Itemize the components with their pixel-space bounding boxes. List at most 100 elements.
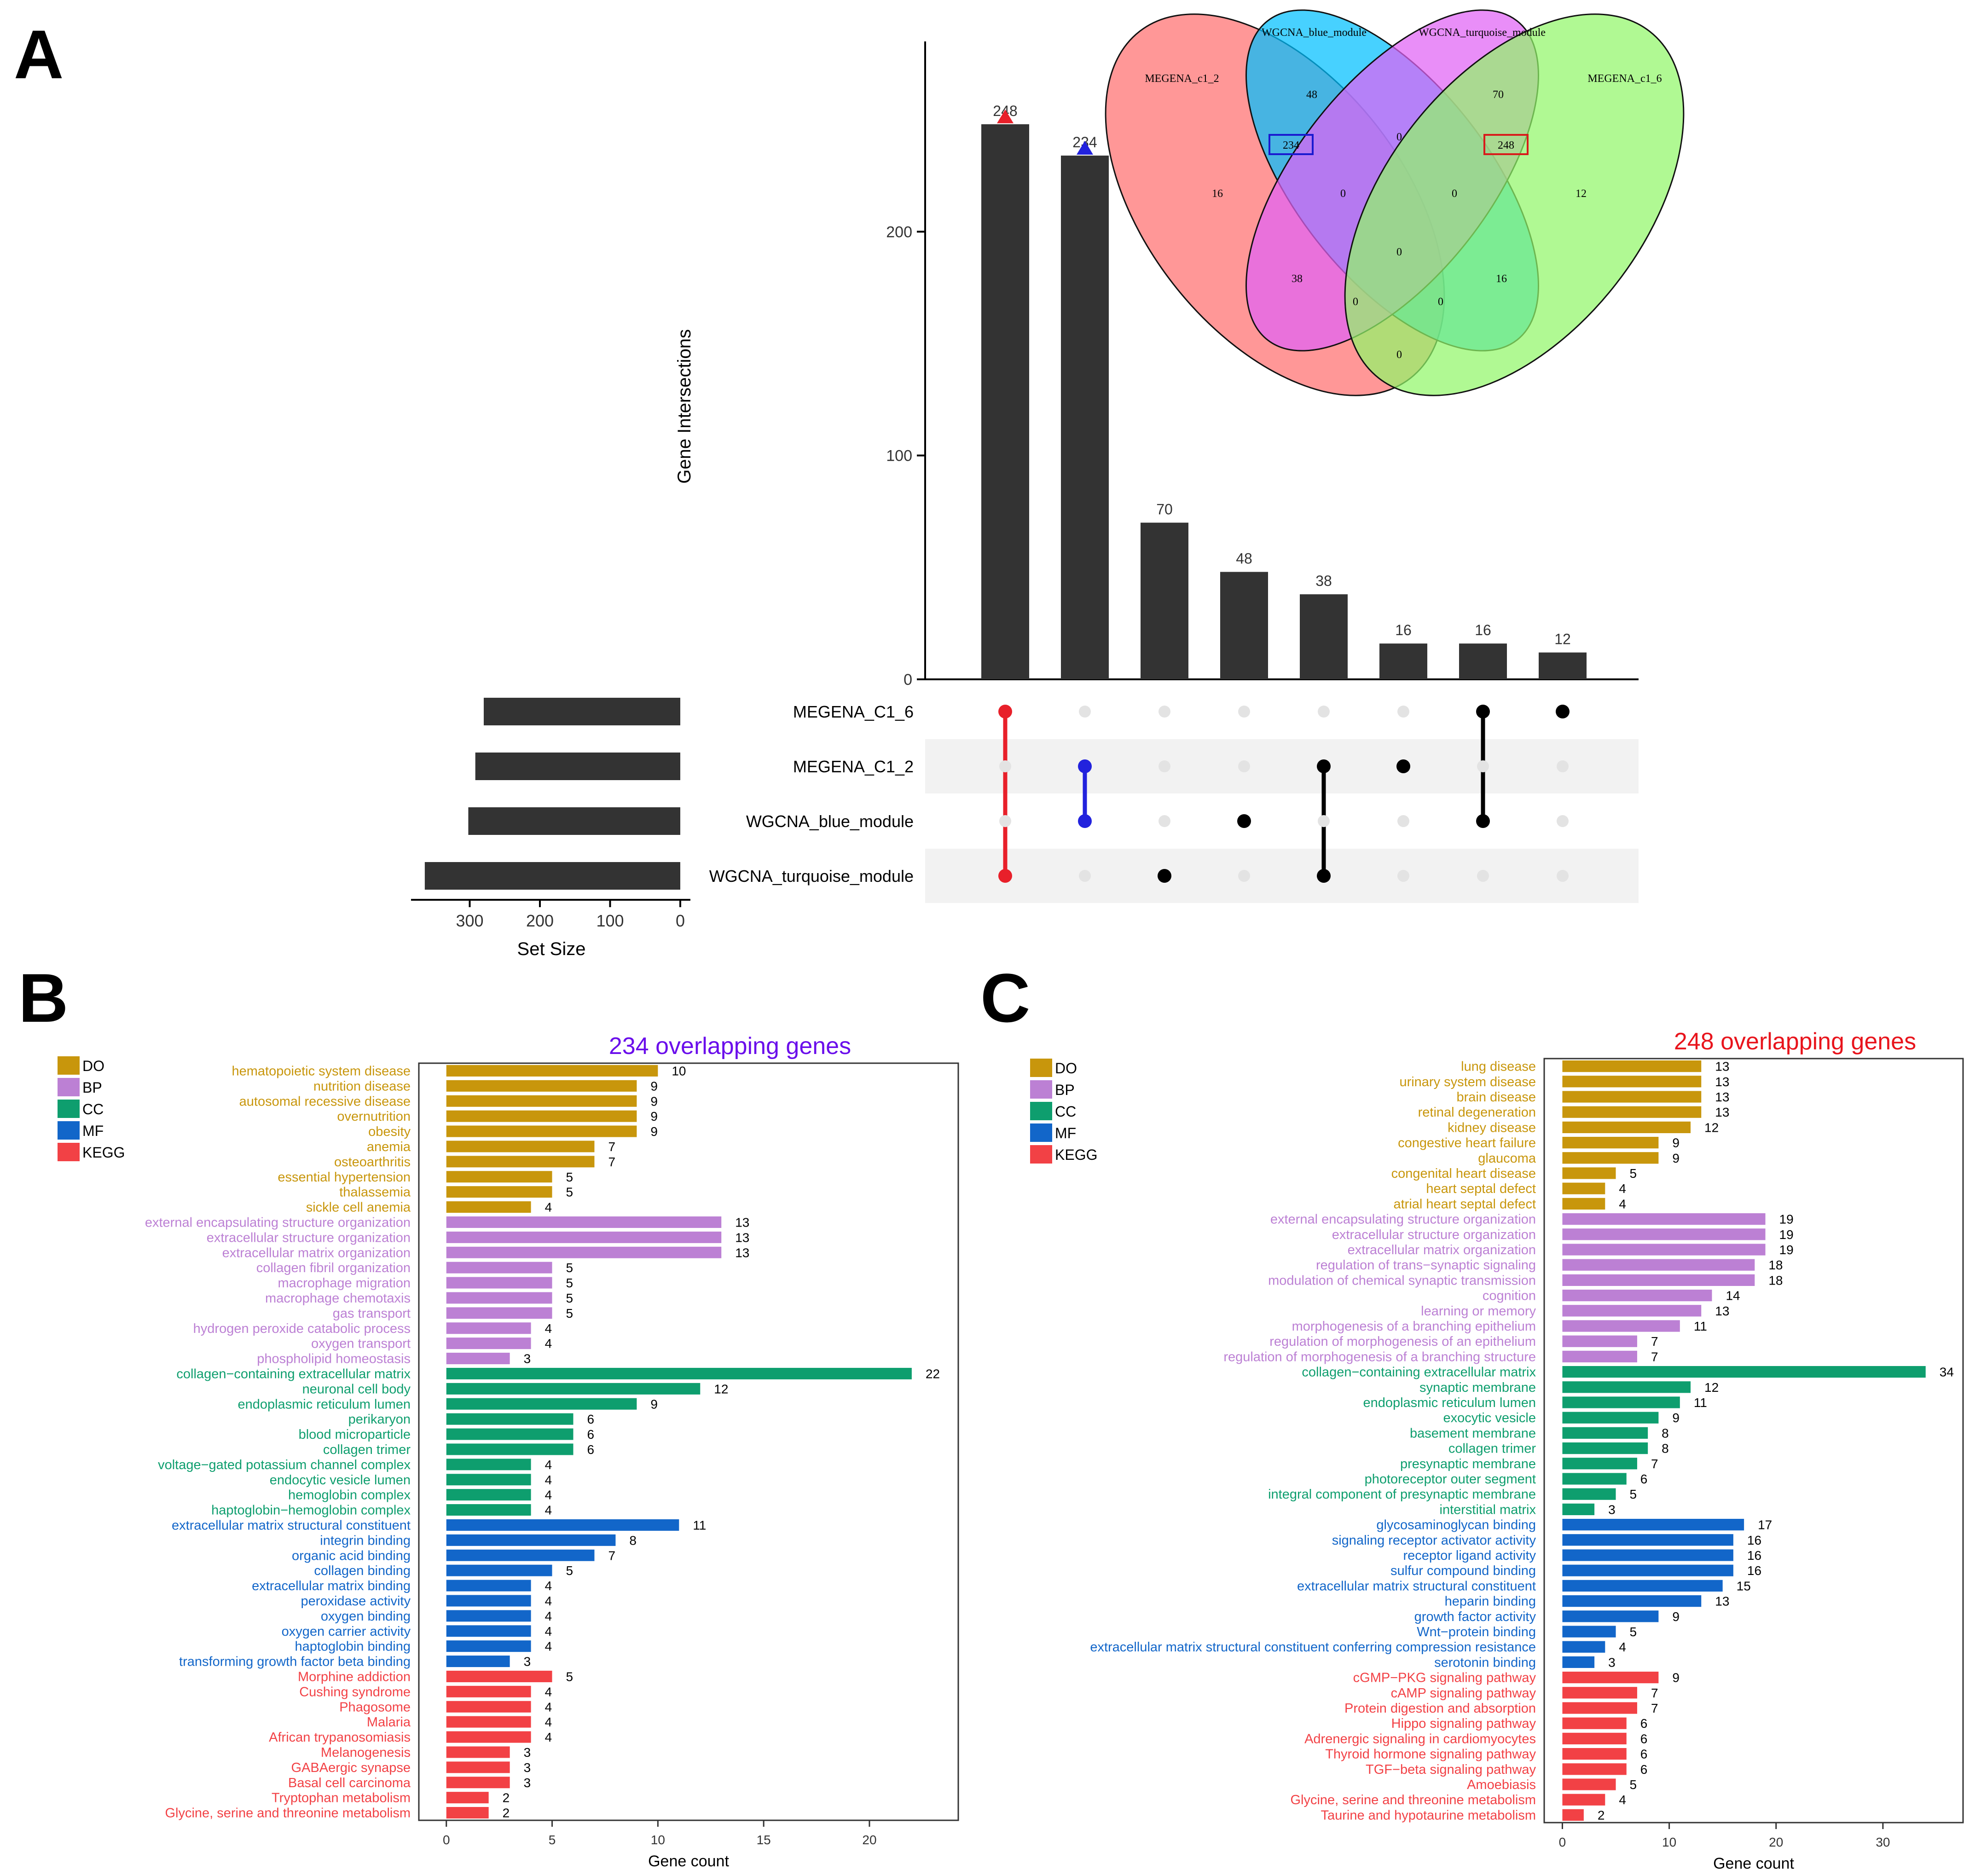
term-label: autosomal recessive disease (239, 1094, 411, 1109)
legend-label: DO (82, 1058, 104, 1074)
upset-y-axis-title: Gene Intersections (674, 329, 695, 484)
upset-y-tick-label: 200 (886, 223, 912, 241)
term-bar (1562, 1809, 1584, 1821)
highlight-triangle (1077, 141, 1093, 155)
term-bar (1562, 1136, 1659, 1149)
term-bar (446, 1474, 531, 1486)
term-bar (446, 1459, 531, 1471)
venn-region-count: 0 (1438, 296, 1443, 308)
term-bar (446, 1534, 616, 1546)
term-label: sickle cell anemia (306, 1200, 411, 1215)
term-label: Amoebiasis (1467, 1778, 1536, 1792)
term-bar (1562, 1335, 1637, 1347)
term-bar (1562, 1458, 1637, 1470)
term-label: retinal degeneration (1418, 1105, 1536, 1120)
venn-diagram: MEGENA_c1_2 WGCNA_blue_module WGCNA_turquo… (1105, 9, 1685, 396)
term-value-label: 3 (1608, 1655, 1616, 1669)
term-value-label: 2 (1598, 1808, 1605, 1822)
term-label: Adrenergic signaling in cardiomyocytes (1304, 1731, 1536, 1746)
term-bar (446, 1413, 573, 1425)
term-label: congestive heart failure (1398, 1136, 1536, 1151)
term-value-label: 13 (1715, 1090, 1729, 1104)
upset-y-tick-label: 100 (886, 447, 912, 465)
set-label: WGCNA_turquoise_module (709, 867, 914, 886)
term-label: overnutrition (337, 1109, 411, 1124)
term-value-label: 9 (650, 1109, 658, 1123)
term-value-label: 3 (524, 1776, 531, 1790)
term-value-label: 13 (1715, 1105, 1729, 1119)
matrix-dot-active (998, 705, 1012, 718)
term-label: extracellular matrix structural constitu… (1297, 1579, 1536, 1593)
venn-region-count: 0 (1396, 131, 1402, 143)
term-bar (446, 1761, 510, 1773)
highlight-triangle (997, 109, 1014, 123)
term-bar (446, 1262, 552, 1274)
matrix-dot-active (1317, 869, 1331, 883)
term-value-label: 5 (1630, 1625, 1637, 1639)
term-bar (446, 1716, 531, 1728)
term-value-label: 17 (1758, 1518, 1772, 1532)
term-bar (446, 1383, 701, 1395)
intersection-bar-label: 70 (1156, 501, 1173, 518)
term-bar (446, 1443, 573, 1455)
legend-label: KEGG (82, 1144, 125, 1161)
venn-region-count: 48 (1306, 89, 1317, 101)
term-label: external encapsulating structure organiz… (145, 1215, 411, 1230)
term-value-label: 4 (1619, 1197, 1626, 1211)
matrix-dot-active (1078, 759, 1092, 773)
term-label: nutrition disease (313, 1079, 411, 1094)
term-value-label: 6 (587, 1412, 595, 1426)
legend-swatch (1030, 1145, 1052, 1164)
term-label: voltage−gated potassium channel complex (158, 1458, 411, 1472)
legend-swatch (1030, 1102, 1052, 1120)
term-bar (446, 1792, 489, 1804)
intersection-bar (1061, 156, 1109, 680)
term-label: regulation of morphogenesis of an epithe… (1269, 1334, 1536, 1349)
venn-region-count: 0 (1340, 188, 1346, 200)
term-label: extracellular matrix organization (1348, 1243, 1536, 1257)
term-label: kidney disease (1448, 1120, 1536, 1135)
term-bar (446, 1731, 531, 1743)
term-label: osteoarthritis (334, 1155, 411, 1170)
term-value-label: 6 (1640, 1731, 1648, 1746)
term-bar (1562, 1305, 1702, 1317)
term-label: glycosaminoglycan binding (1376, 1518, 1536, 1533)
venn-region-count: 0 (1396, 349, 1402, 361)
term-bar (446, 1595, 531, 1607)
matrix-dot-inactive (1158, 760, 1170, 772)
term-value-label: 4 (545, 1579, 552, 1593)
matrix-dot-active (1317, 759, 1331, 773)
legend-label: BP (82, 1079, 102, 1096)
term-value-label: 9 (650, 1124, 658, 1139)
term-label: learning or memory (1421, 1304, 1536, 1319)
term-bar (1562, 1702, 1637, 1714)
term-label: regulation of trans−synaptic signaling (1316, 1258, 1536, 1273)
term-label: endoplasmic reticulum lumen (1363, 1395, 1536, 1410)
term-label: integral component of presynaptic membra… (1268, 1487, 1536, 1502)
term-bar (446, 1746, 510, 1758)
term-value-label: 12 (714, 1382, 728, 1396)
set-size-bar (424, 862, 680, 890)
x-tick-label: 5 (549, 1833, 556, 1847)
term-bar (1562, 1595, 1702, 1607)
set-label: WGCNA_blue_module (746, 812, 914, 831)
term-label: signaling receptor activator activity (1332, 1533, 1536, 1548)
term-bar (446, 1519, 679, 1531)
term-label: endoplasmic reticulum lumen (237, 1397, 411, 1412)
term-value-label: 2 (503, 1806, 510, 1820)
legend-label: CC (82, 1101, 104, 1117)
term-bar (446, 1095, 637, 1107)
intersection-bar (1459, 643, 1507, 679)
term-label: African trypanosomiasis (269, 1730, 411, 1745)
matrix-dot-inactive (1397, 815, 1409, 827)
term-bar (446, 1292, 552, 1304)
x-axis-title: Gene count (1713, 1855, 1794, 1872)
term-bar (1562, 1732, 1627, 1745)
term-label: growth factor activity (1414, 1610, 1536, 1624)
term-bar (1562, 1503, 1595, 1516)
term-value-label: 7 (1651, 1686, 1658, 1700)
plot-frame (418, 1062, 959, 1821)
term-bar (1562, 1626, 1616, 1638)
term-bar (1562, 1534, 1733, 1546)
term-value-label: 5 (1630, 1778, 1637, 1792)
